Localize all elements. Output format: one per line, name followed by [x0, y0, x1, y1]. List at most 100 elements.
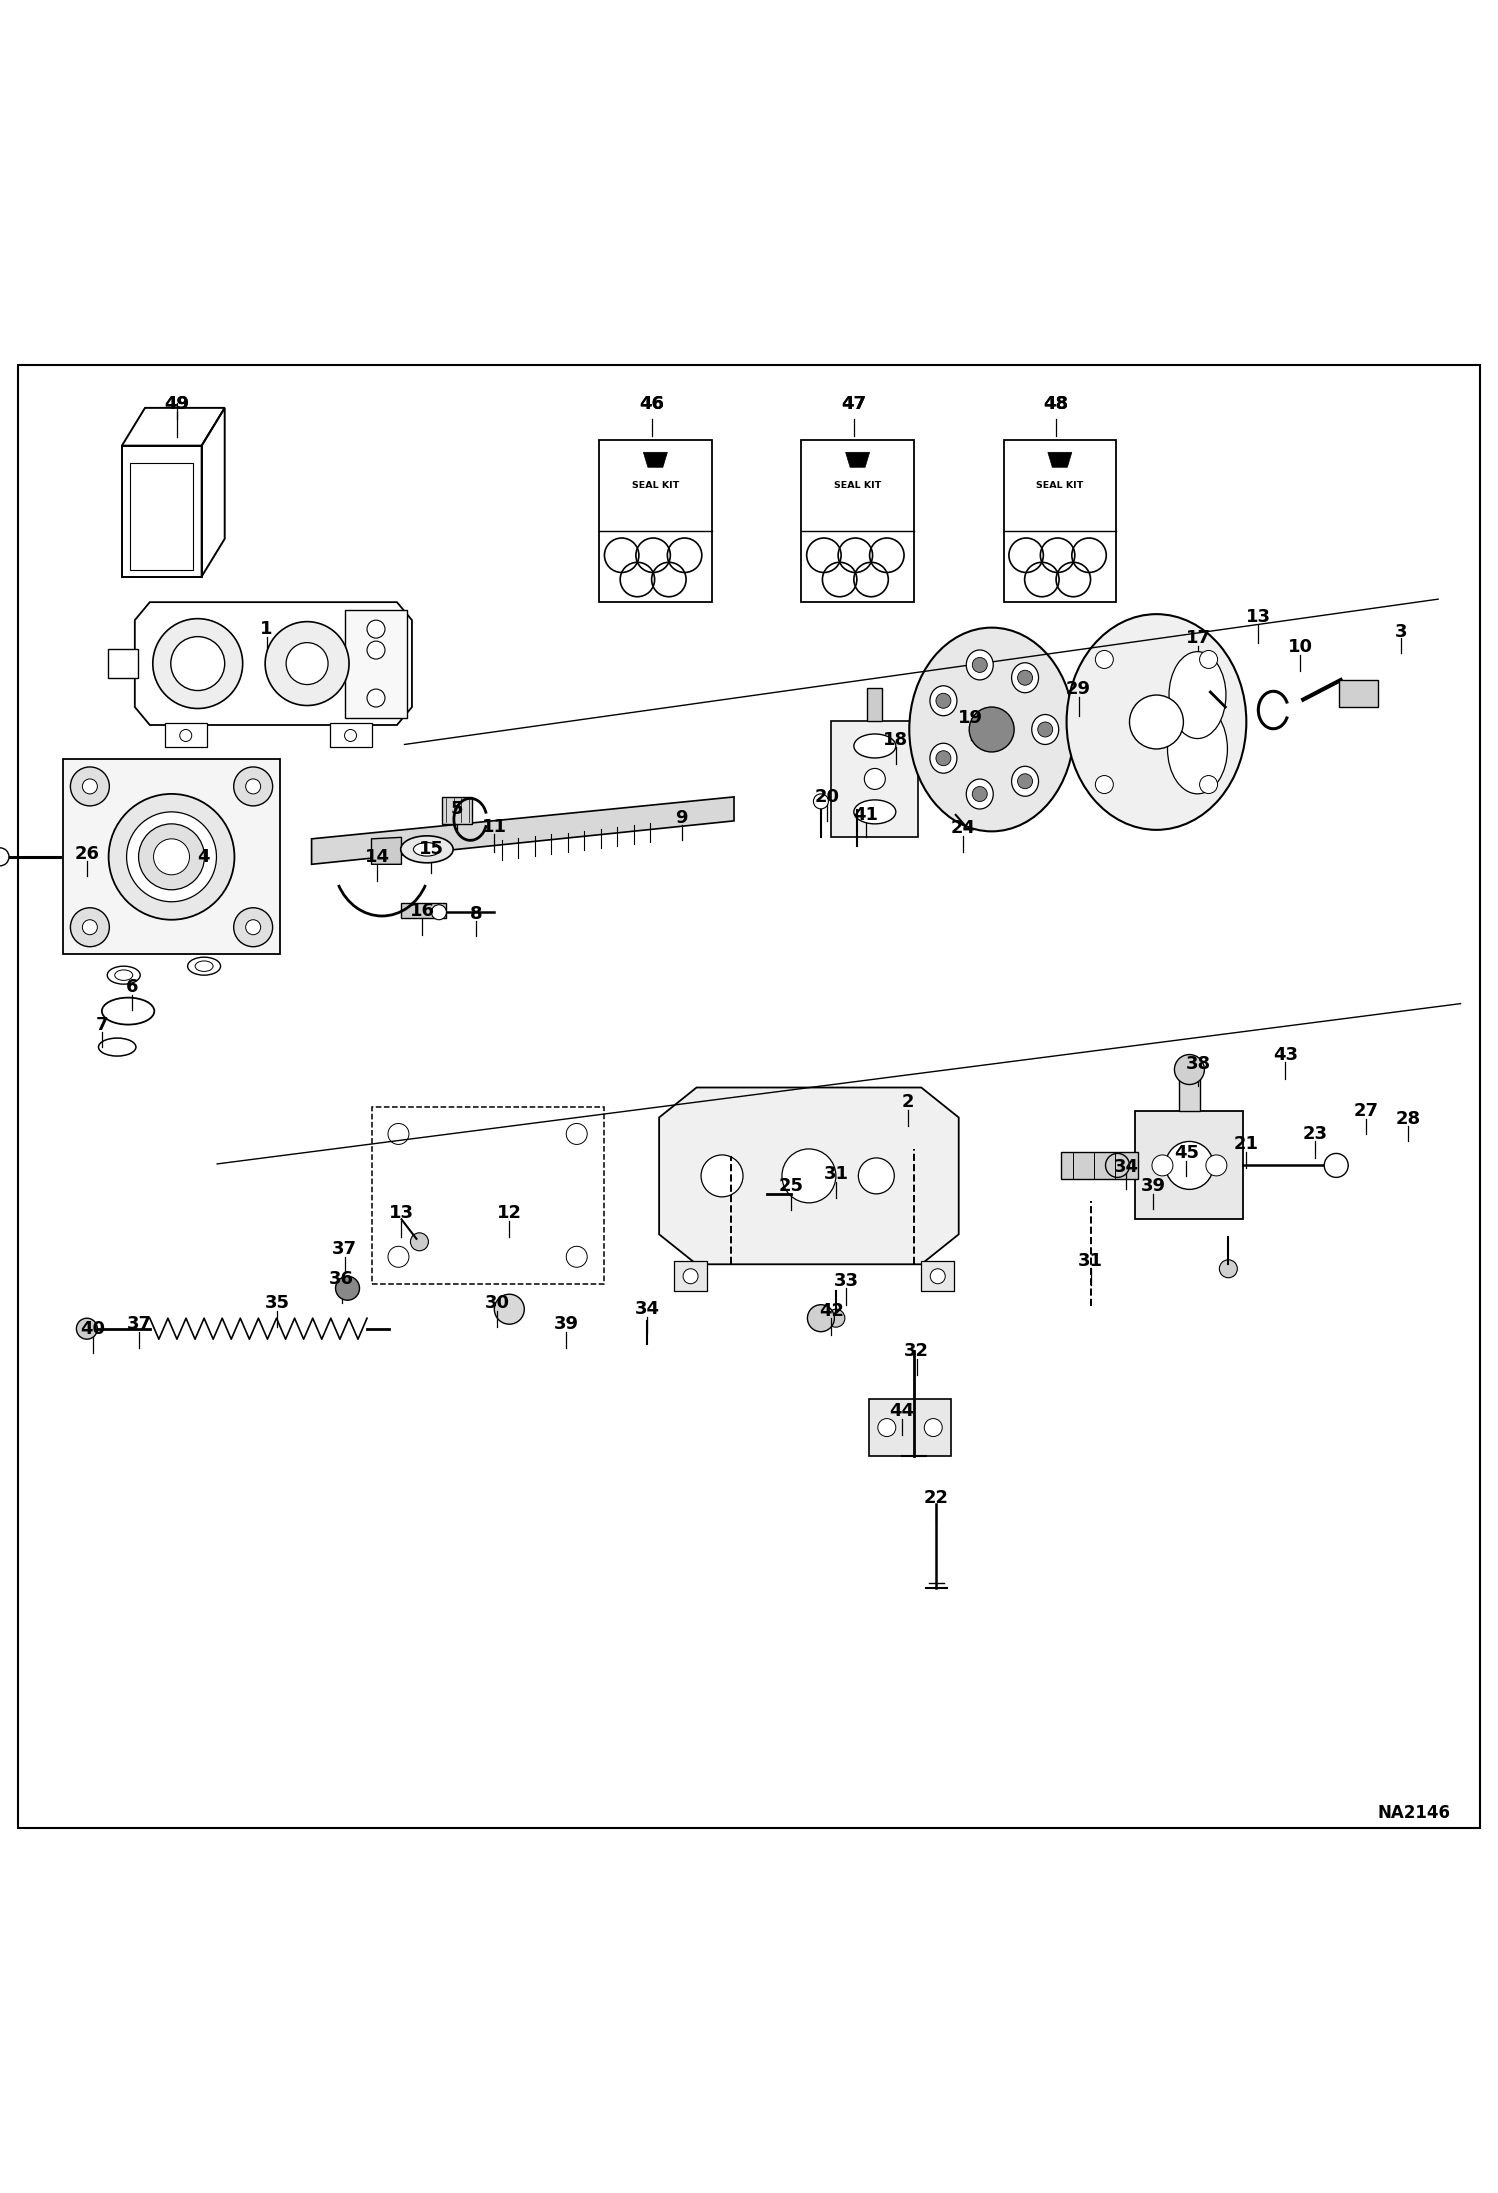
Circle shape [1174, 1055, 1204, 1086]
Ellipse shape [930, 743, 957, 774]
Text: 23: 23 [1303, 1125, 1327, 1143]
Bar [108, 649, 138, 678]
Ellipse shape [909, 627, 1074, 831]
Bar [831, 721, 918, 838]
Text: 12: 12 [497, 1204, 521, 1222]
Text: 7: 7 [96, 1015, 108, 1033]
Text: 13: 13 [1246, 607, 1270, 627]
Circle shape [367, 640, 385, 660]
Text: 31: 31 [1079, 1252, 1103, 1270]
Text: 8: 8 [470, 906, 482, 923]
Text: 20: 20 [815, 787, 839, 805]
Circle shape [1200, 651, 1218, 669]
Text: 14: 14 [366, 849, 389, 866]
Circle shape [1095, 776, 1113, 794]
Text: 15: 15 [419, 840, 443, 857]
Circle shape [936, 693, 951, 708]
Text: 5: 5 [451, 800, 463, 818]
Text: 48: 48 [1044, 395, 1068, 414]
Circle shape [153, 618, 243, 708]
Ellipse shape [854, 800, 896, 825]
Bar [674, 1261, 707, 1292]
Text: 24: 24 [951, 820, 975, 838]
Text: 30: 30 [485, 1294, 509, 1311]
Circle shape [1219, 1259, 1237, 1279]
Ellipse shape [854, 735, 896, 759]
Text: SEAL KIT: SEAL KIT [632, 480, 679, 491]
Text: 4: 4 [198, 849, 210, 866]
Polygon shape [135, 603, 412, 726]
Circle shape [76, 1318, 97, 1340]
Circle shape [972, 787, 987, 800]
Ellipse shape [1011, 662, 1038, 693]
Circle shape [336, 1276, 360, 1300]
Circle shape [1095, 651, 1113, 669]
Text: 11: 11 [482, 818, 506, 836]
Bar [345, 610, 407, 717]
Bar [1179, 1075, 1200, 1112]
Circle shape [82, 779, 97, 794]
Text: 10: 10 [1288, 638, 1312, 656]
Circle shape [153, 840, 189, 875]
Circle shape [234, 768, 273, 805]
Bar [372, 1107, 604, 1283]
Ellipse shape [930, 686, 957, 715]
Circle shape [930, 1270, 945, 1283]
Text: 21: 21 [1234, 1136, 1258, 1154]
Circle shape [1324, 1154, 1348, 1178]
Text: 49: 49 [165, 395, 189, 414]
Circle shape [246, 779, 261, 794]
Circle shape [367, 621, 385, 638]
Text: 13: 13 [389, 1204, 413, 1222]
Circle shape [1017, 774, 1032, 789]
Circle shape [1206, 1156, 1227, 1175]
Circle shape [1038, 721, 1053, 737]
Text: 3: 3 [1395, 623, 1407, 640]
Circle shape [878, 1419, 896, 1436]
Text: 17: 17 [1186, 629, 1210, 647]
Text: 16: 16 [410, 901, 434, 919]
Text: 47: 47 [842, 395, 866, 414]
Circle shape [286, 643, 328, 684]
Text: 32: 32 [905, 1342, 929, 1360]
Ellipse shape [966, 779, 993, 809]
Circle shape [431, 906, 446, 919]
Circle shape [70, 908, 109, 947]
Bar [401, 904, 446, 919]
Circle shape [782, 1149, 836, 1202]
Text: 45: 45 [1174, 1145, 1198, 1162]
Text: 42: 42 [819, 1303, 843, 1320]
Text: 31: 31 [824, 1164, 848, 1184]
Polygon shape [1049, 452, 1071, 467]
Circle shape [936, 750, 951, 765]
Text: 39: 39 [1141, 1178, 1165, 1195]
Circle shape [864, 768, 885, 789]
Text: 41: 41 [854, 805, 878, 825]
Text: 47: 47 [842, 395, 866, 414]
Circle shape [171, 636, 225, 691]
Circle shape [180, 730, 192, 741]
Circle shape [108, 794, 235, 919]
Text: 26: 26 [75, 844, 99, 862]
Text: 49: 49 [165, 395, 189, 414]
Text: 37: 37 [127, 1316, 151, 1333]
Circle shape [1165, 1140, 1213, 1189]
Ellipse shape [1011, 765, 1038, 796]
Bar [1061, 1151, 1138, 1180]
Text: 34: 34 [635, 1300, 659, 1318]
Text: 33: 33 [834, 1272, 858, 1289]
Text: 19: 19 [959, 708, 983, 726]
Text: NA2146: NA2146 [1377, 1803, 1450, 1822]
Circle shape [494, 1294, 524, 1325]
Circle shape [234, 908, 273, 947]
Bar [921, 1261, 954, 1292]
Text: 1: 1 [261, 621, 273, 638]
Bar [165, 724, 207, 748]
Text: 35: 35 [265, 1294, 289, 1311]
Text: 18: 18 [884, 730, 908, 750]
Bar [1135, 1112, 1243, 1219]
Circle shape [807, 1305, 834, 1331]
Circle shape [265, 621, 349, 706]
Circle shape [410, 1232, 428, 1250]
Polygon shape [659, 1088, 959, 1265]
